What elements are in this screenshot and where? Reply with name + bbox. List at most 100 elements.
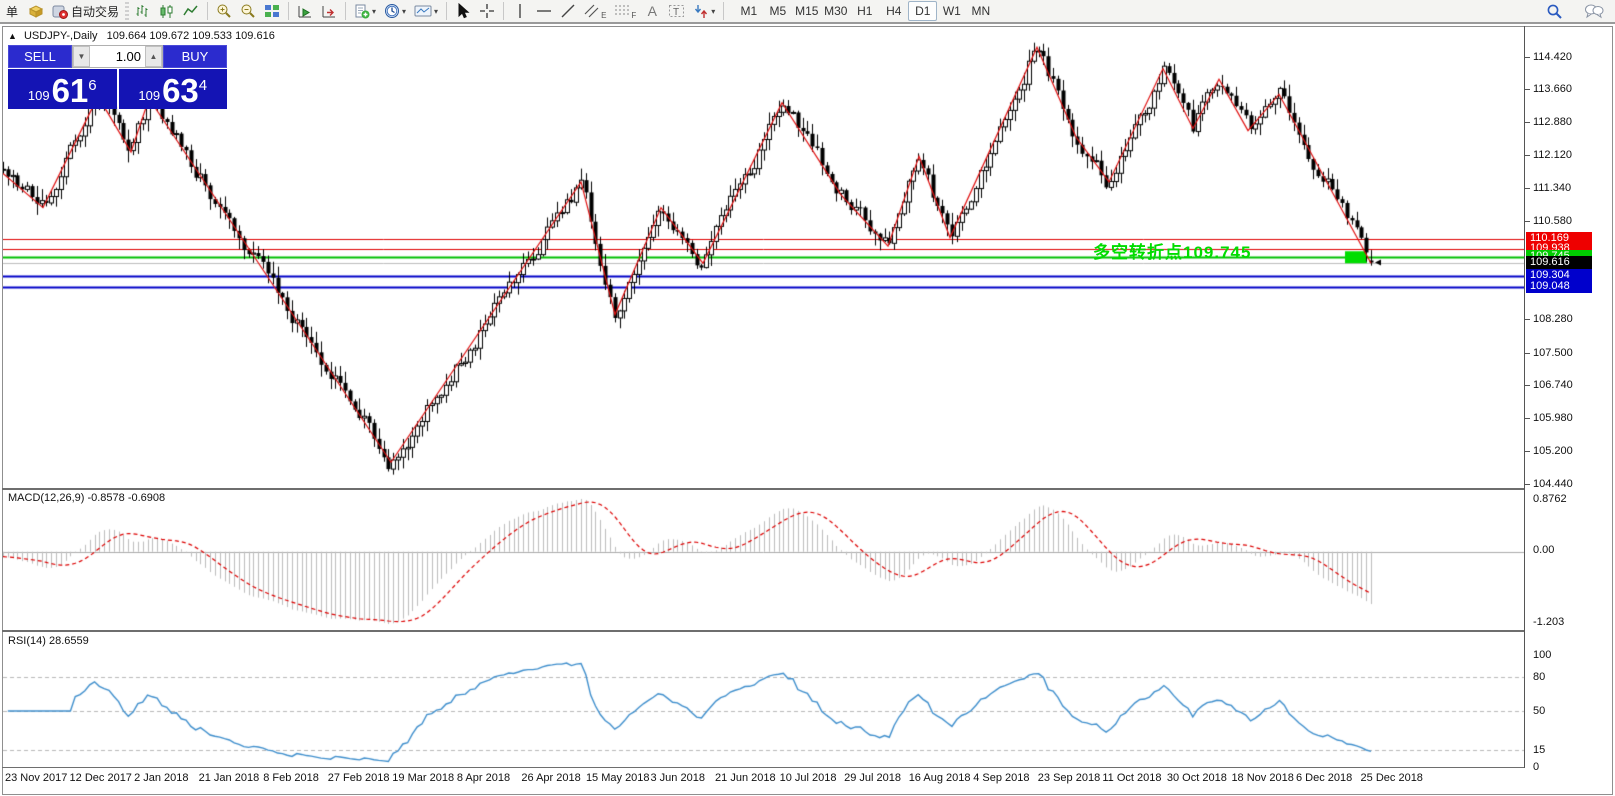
date-label: 8 Apr 2018 — [456, 772, 511, 784]
macd-canvas[interactable] — [3, 491, 1524, 630]
search-button[interactable] — [1543, 1, 1566, 21]
shapes-button[interactable]: ▾ — [690, 1, 718, 21]
text-tool-button[interactable]: A — [641, 1, 663, 21]
sell-button-label: SELL — [24, 49, 56, 64]
toolbar-grip — [125, 2, 130, 20]
date-label: 3 Jun 2018 — [650, 772, 705, 784]
timeframe-h4[interactable]: H4 — [886, 4, 902, 18]
bid-pip-digit: 6 — [88, 77, 97, 94]
chart-symbol-period: USDJPY-,Daily — [23, 30, 98, 42]
fibo-sub-label: F — [631, 11, 637, 20]
volume-input[interactable] — [90, 46, 145, 67]
chart-shift-icon — [322, 5, 336, 17]
collapse-panel-icon[interactable]: ▲ — [8, 31, 17, 41]
macd-axis-min: -1.203 — [1533, 616, 1565, 628]
price-chart-canvas[interactable] — [3, 27, 1524, 488]
macd-pane-separator[interactable] — [2, 488, 1524, 490]
price-line-label: 109.616 — [1526, 256, 1592, 269]
chat-button[interactable] — [1581, 1, 1607, 21]
timeframe-w1[interactable]: W1 — [942, 4, 961, 18]
label-tool-icon: T — [669, 5, 685, 18]
search-icon — [1547, 4, 1562, 19]
price-tick-label: 112.120 — [1533, 149, 1572, 161]
toolbar-separator — [207, 2, 209, 20]
timeframe-m1[interactable]: M1 — [740, 4, 758, 18]
cursor-button[interactable] — [452, 1, 474, 21]
rsi-pane-separator[interactable] — [2, 630, 1524, 632]
rsi-canvas[interactable] — [3, 633, 1524, 767]
toolbar-separator — [345, 2, 347, 20]
price-tick-mark — [1524, 122, 1530, 123]
volume-stepper: ▼ ▲ — [72, 45, 163, 68]
chat-icon — [1585, 4, 1604, 19]
bid-price-tile[interactable]: 109 61 6 — [8, 69, 117, 109]
rsi-tick-label: 80 — [1533, 671, 1546, 683]
ask-prefix: 109 — [138, 88, 161, 103]
date-axis-separator — [2, 767, 1524, 768]
zoom-in-button[interactable] — [213, 1, 235, 21]
order-button[interactable]: 单 — [1, 1, 23, 21]
timeframe-m30[interactable]: M30 — [824, 4, 848, 18]
add-indicator-button[interactable]: ▾ — [351, 1, 379, 21]
price-axis-border — [1524, 26, 1525, 768]
zoom-out-icon — [241, 4, 255, 18]
horizontal-line-button[interactable] — [533, 1, 555, 21]
autoscroll-button[interactable] — [294, 1, 316, 21]
date-label: 16 Aug 2018 — [908, 772, 971, 784]
autotrade-button[interactable]: 自动交易 — [49, 1, 122, 21]
date-label: 19 Mar 2018 — [392, 772, 455, 784]
crosshair-button[interactable] — [476, 1, 498, 21]
date-label: 12 Dec 2017 — [69, 772, 132, 784]
toolbar-separator — [503, 2, 505, 20]
buy-button[interactable]: BUY — [163, 45, 227, 68]
toolbar-separator — [288, 2, 290, 20]
timeframe-mn[interactable]: MN — [971, 4, 991, 18]
date-label: 11 Oct 2018 — [1102, 772, 1162, 784]
bid-big-digits: 61 — [51, 72, 89, 109]
bid-prefix: 109 — [27, 88, 50, 103]
sell-button[interactable]: SELL — [8, 45, 72, 68]
vertical-line-button[interactable] — [509, 1, 531, 21]
label-tool-button[interactable]: T — [665, 1, 688, 21]
price-tick-mark — [1524, 221, 1530, 222]
price-tick-mark — [1524, 188, 1530, 189]
volume-down-button[interactable]: ▼ — [73, 46, 90, 67]
date-label: 26 Apr 2018 — [521, 772, 581, 784]
periods-button[interactable]: ▾ — [381, 1, 409, 21]
channel-button[interactable]: E — [581, 1, 609, 21]
template-button[interactable]: ▾ — [411, 1, 441, 21]
date-label: 21 Jun 2018 — [715, 772, 776, 784]
date-label: 10 Jul 2018 — [779, 772, 837, 784]
svg-text:T: T — [673, 7, 679, 18]
price-tick-mark — [1524, 385, 1530, 386]
timeframe-m15[interactable]: M15 — [795, 4, 819, 18]
candlestick-button[interactable] — [156, 1, 178, 21]
toolbar-separator — [446, 2, 448, 20]
timeframe-h1[interactable]: H1 — [857, 4, 873, 18]
timeframe-m5[interactable]: M5 — [769, 4, 787, 18]
price-tick-mark — [1524, 57, 1530, 58]
shapes-arrows-icon — [695, 4, 708, 18]
trendline-button[interactable] — [557, 1, 579, 21]
fibonacci-button[interactable]: F — [611, 1, 639, 21]
periods-clock-icon — [385, 4, 400, 18]
bar-chart-button[interactable] — [132, 1, 154, 21]
line-chart-button[interactable] — [180, 1, 202, 21]
tile-windows-button[interactable] — [261, 1, 283, 21]
volume-up-button[interactable]: ▲ — [145, 46, 162, 67]
price-tick-mark — [1524, 319, 1530, 320]
chart-shift-button[interactable] — [318, 1, 340, 21]
toolbar-separator — [723, 2, 725, 20]
price-tick-mark — [1524, 451, 1530, 452]
text-tool-icon: A — [647, 3, 657, 19]
price-tick-label: 110.580 — [1533, 215, 1572, 227]
package-icon[interactable] — [25, 1, 47, 21]
macd-label: MACD(12,26,9) -0.8578 -0.6908 — [8, 492, 166, 504]
price-tick-label: 107.500 — [1533, 347, 1573, 359]
date-label: 25 Dec 2018 — [1360, 772, 1423, 784]
timeframe-d1[interactable]: D1 — [908, 1, 938, 21]
price-tick-label: 108.280 — [1533, 313, 1573, 325]
ask-price-tile[interactable]: 109 63 4 — [118, 69, 227, 109]
zoom-out-button[interactable] — [237, 1, 259, 21]
